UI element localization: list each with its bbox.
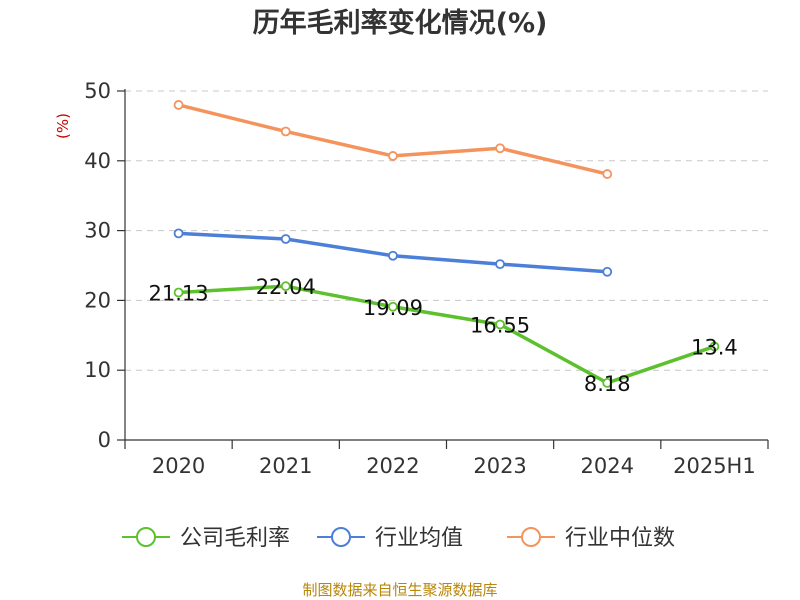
legend[interactable]: 公司毛利率 行业均值 行业中位数	[122, 526, 675, 551]
y-tick-labels: 0 10 20 30 40 50	[84, 79, 111, 452]
y-tick-label: 30	[84, 219, 111, 243]
x-tick-labels: 2020 2021 2022 2023 2024 2025H1	[152, 454, 756, 478]
data-point	[495, 319, 505, 330]
data-point	[388, 250, 398, 261]
data-point	[495, 259, 505, 270]
data-label: 19.09	[363, 296, 423, 320]
y-tick-label: 10	[84, 358, 111, 382]
data-point	[173, 287, 184, 298]
legend-marker	[331, 527, 351, 547]
data-labels: 21.13 22.04 19.09 16.55 8.18 13.4	[149, 275, 738, 396]
x-tick-label: 2022	[366, 454, 419, 478]
series-line	[178, 284, 715, 385]
y-axis-label: (%)	[54, 113, 72, 139]
data-point	[709, 341, 720, 352]
data-point	[388, 301, 398, 312]
series-line	[178, 103, 608, 176]
data-point	[602, 169, 613, 179]
x-tick-label: 2024	[581, 454, 634, 478]
y-tick-label: 50	[84, 79, 111, 103]
source-note: 制图数据来自恒生聚源数据库	[302, 581, 497, 599]
series-group	[173, 100, 720, 388]
legend-marker	[136, 527, 156, 547]
x-tick-label: 2025H1	[673, 454, 756, 478]
x-tick-label: 2023	[473, 454, 526, 478]
data-point	[173, 228, 184, 239]
axes	[117, 89, 769, 449]
x-tick-label: 2021	[259, 454, 312, 478]
grid-lines	[125, 90, 768, 371]
legend-label: 行业均值	[375, 526, 463, 551]
y-tick-label: 0	[98, 428, 111, 452]
y-tick-label: 40	[84, 149, 111, 173]
x-tick-label: 2020	[152, 454, 205, 478]
legend-label: 行业中位数	[565, 526, 675, 551]
chart-title: 历年毛利率变化情况(%)	[253, 7, 548, 39]
data-label: 13.4	[691, 335, 738, 359]
legend-label: 公司毛利率	[180, 526, 290, 551]
data-point	[280, 126, 291, 137]
data-point	[280, 281, 291, 292]
data-point	[388, 151, 398, 161]
data-point	[602, 266, 613, 277]
data-label: 22.04	[256, 275, 316, 299]
data-point	[602, 378, 613, 388]
data-label: 8.18	[584, 372, 631, 396]
data-point	[280, 234, 291, 244]
legend-marker	[521, 527, 541, 547]
data-label: 16.55	[470, 313, 530, 337]
y-tick-label: 20	[84, 288, 111, 312]
data-label: 21.13	[149, 282, 209, 306]
data-point	[173, 100, 184, 110]
data-point	[495, 143, 505, 154]
